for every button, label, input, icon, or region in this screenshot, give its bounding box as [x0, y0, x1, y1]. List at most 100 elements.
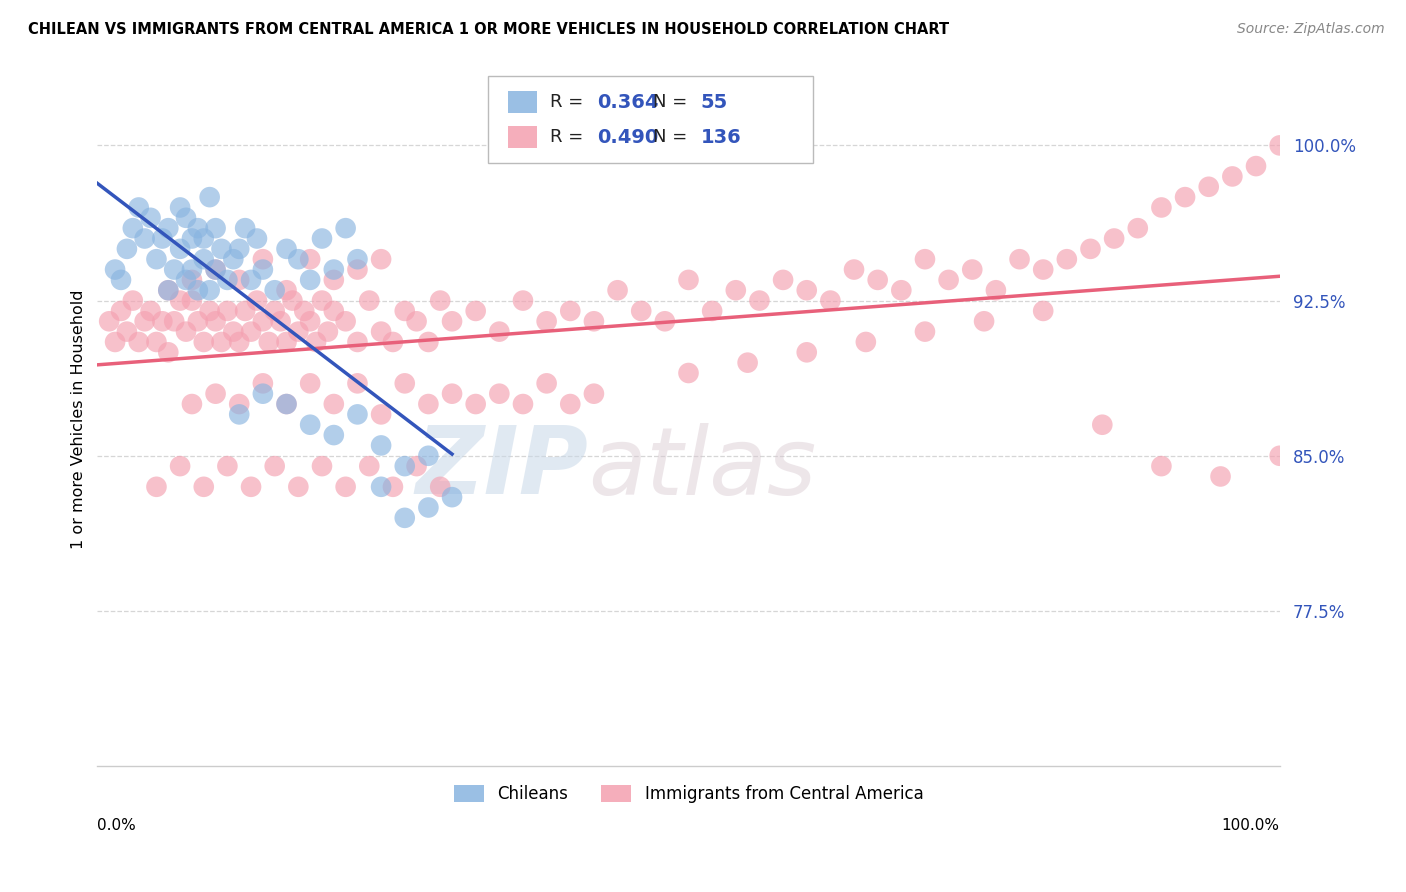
- Point: [938, 273, 960, 287]
- Text: 136: 136: [700, 128, 741, 147]
- Point: [418, 397, 440, 411]
- Point: [1126, 221, 1149, 235]
- Point: [654, 314, 676, 328]
- Point: [228, 408, 250, 422]
- Point: [842, 262, 865, 277]
- Point: [174, 211, 197, 225]
- Point: [252, 386, 274, 401]
- Point: [157, 345, 180, 359]
- Point: [1209, 469, 1232, 483]
- Point: [252, 262, 274, 277]
- Point: [217, 459, 239, 474]
- Point: [204, 386, 226, 401]
- Point: [582, 314, 605, 328]
- Point: [1080, 242, 1102, 256]
- FancyBboxPatch shape: [488, 77, 813, 163]
- Point: [228, 334, 250, 349]
- Point: [678, 366, 700, 380]
- FancyBboxPatch shape: [508, 91, 537, 113]
- Text: R =: R =: [550, 94, 589, 112]
- Point: [311, 231, 333, 245]
- Point: [104, 262, 127, 277]
- Point: [606, 283, 628, 297]
- Point: [678, 273, 700, 287]
- Point: [512, 397, 534, 411]
- Point: [281, 293, 304, 308]
- Point: [322, 397, 344, 411]
- Point: [381, 480, 404, 494]
- Point: [163, 262, 186, 277]
- Point: [1174, 190, 1197, 204]
- Point: [252, 252, 274, 267]
- Point: [276, 283, 298, 297]
- Y-axis label: 1 or more Vehicles in Household: 1 or more Vehicles in Household: [72, 290, 86, 549]
- Point: [287, 480, 309, 494]
- Point: [263, 304, 285, 318]
- Point: [866, 273, 889, 287]
- Point: [370, 408, 392, 422]
- Point: [211, 242, 233, 256]
- Point: [582, 386, 605, 401]
- Point: [121, 221, 143, 235]
- Point: [973, 314, 995, 328]
- Point: [104, 334, 127, 349]
- Point: [169, 242, 191, 256]
- Point: [299, 376, 322, 391]
- Point: [217, 273, 239, 287]
- Point: [630, 304, 652, 318]
- Point: [512, 293, 534, 308]
- Point: [820, 293, 842, 308]
- Point: [233, 304, 256, 318]
- Point: [134, 314, 156, 328]
- Point: [464, 304, 486, 318]
- Point: [984, 283, 1007, 297]
- Point: [1008, 252, 1031, 267]
- Point: [914, 252, 936, 267]
- Point: [246, 293, 269, 308]
- Point: [1244, 159, 1267, 173]
- Point: [198, 283, 221, 297]
- Point: [222, 325, 245, 339]
- Point: [855, 334, 877, 349]
- Point: [737, 356, 759, 370]
- Point: [394, 459, 416, 474]
- Point: [222, 252, 245, 267]
- Point: [1102, 231, 1125, 245]
- Point: [198, 304, 221, 318]
- Point: [181, 262, 204, 277]
- Point: [394, 376, 416, 391]
- Point: [335, 221, 357, 235]
- Point: [110, 304, 132, 318]
- Text: Source: ZipAtlas.com: Source: ZipAtlas.com: [1237, 22, 1385, 37]
- Point: [299, 252, 322, 267]
- Point: [322, 428, 344, 442]
- Point: [311, 459, 333, 474]
- Point: [322, 304, 344, 318]
- Point: [1222, 169, 1244, 184]
- Point: [181, 273, 204, 287]
- Point: [1150, 201, 1173, 215]
- Text: 100.0%: 100.0%: [1222, 818, 1279, 833]
- Point: [246, 231, 269, 245]
- Point: [240, 273, 263, 287]
- Point: [263, 283, 285, 297]
- Point: [287, 252, 309, 267]
- Point: [252, 314, 274, 328]
- Point: [322, 273, 344, 287]
- Point: [193, 334, 215, 349]
- Point: [252, 376, 274, 391]
- Point: [204, 314, 226, 328]
- Point: [150, 231, 173, 245]
- Point: [335, 314, 357, 328]
- Point: [276, 242, 298, 256]
- Point: [169, 459, 191, 474]
- Point: [1032, 304, 1054, 318]
- Point: [193, 480, 215, 494]
- Point: [115, 325, 138, 339]
- Text: atlas: atlas: [588, 423, 817, 514]
- Point: [145, 334, 167, 349]
- FancyBboxPatch shape: [508, 126, 537, 148]
- Text: CHILEAN VS IMMIGRANTS FROM CENTRAL AMERICA 1 OR MORE VEHICLES IN HOUSEHOLD CORRE: CHILEAN VS IMMIGRANTS FROM CENTRAL AMERI…: [28, 22, 949, 37]
- Point: [228, 273, 250, 287]
- Point: [441, 386, 464, 401]
